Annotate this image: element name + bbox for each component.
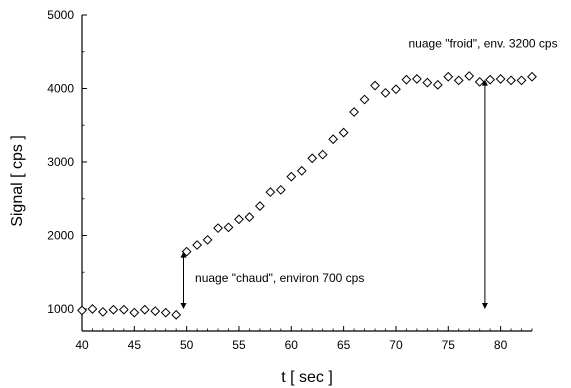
- data-point: [370, 80, 380, 91]
- data-point: [150, 306, 161, 317]
- annotation-arrow-head-down: [180, 302, 187, 309]
- data-point: [474, 76, 485, 87]
- data-point: [223, 222, 234, 233]
- data-point: [286, 171, 297, 182]
- data-point: [422, 77, 433, 88]
- data-point: [380, 87, 391, 98]
- annotation-arrow-head-down: [481, 302, 488, 309]
- annotation-label: nuage "chaud", environ 700 cps: [195, 271, 364, 285]
- x-tick-label: 65: [337, 338, 351, 352]
- data-point: [307, 153, 318, 164]
- data-point: [265, 187, 276, 198]
- data-point: [160, 307, 171, 318]
- data-point: [349, 107, 360, 117]
- data-point: [391, 84, 401, 95]
- data-point: [254, 201, 265, 211]
- y-axis-title: Signal [ cps ]: [9, 135, 26, 227]
- data-point: [359, 94, 370, 105]
- data-point: [453, 75, 464, 86]
- data-point: [213, 223, 223, 234]
- y-tick-label: 3000: [47, 155, 74, 169]
- data-point: [317, 149, 328, 160]
- x-tick-label: 40: [75, 338, 89, 352]
- data-point: [129, 307, 140, 318]
- data-point: [234, 214, 244, 225]
- data-point: [77, 305, 87, 316]
- x-tick-label: 70: [389, 338, 403, 352]
- data-point: [275, 184, 286, 195]
- annotation-arrow-head-up: [180, 251, 187, 258]
- data-point: [108, 304, 119, 315]
- data-point: [118, 304, 129, 315]
- data-point: [485, 74, 496, 85]
- data-point: [443, 71, 454, 82]
- x-tick-label: 45: [128, 338, 142, 352]
- y-tick-label: 1000: [47, 302, 74, 316]
- data-point: [192, 240, 203, 250]
- data-point: [411, 74, 422, 84]
- x-tick-label: 75: [442, 338, 456, 352]
- data-point: [516, 75, 527, 86]
- data-point: [506, 75, 516, 86]
- y-tick-label: 2000: [47, 228, 74, 242]
- data-point: [464, 71, 475, 81]
- x-tick-label: 80: [494, 338, 508, 352]
- x-tick-label: 60: [285, 338, 299, 352]
- annotation-label: nuage "froid", env. 3200 cps: [409, 36, 558, 50]
- data-point: [495, 74, 506, 84]
- data-point: [171, 309, 182, 320]
- data-point: [296, 165, 307, 176]
- data-point: [328, 134, 339, 145]
- y-tick-label: 5000: [47, 8, 74, 22]
- annotation-arrow-head-up: [481, 79, 488, 86]
- data-point: [202, 234, 213, 245]
- x-axis-title: t [ sec ]: [281, 369, 333, 386]
- data-point: [432, 79, 443, 90]
- x-tick-label: 55: [232, 338, 246, 352]
- data-point: [87, 304, 98, 314]
- data-point: [98, 306, 108, 317]
- data-point: [139, 304, 150, 315]
- data-point: [527, 71, 537, 82]
- data-point: [401, 74, 412, 85]
- x-tick-label: 50: [180, 338, 194, 352]
- data-point: [244, 212, 255, 223]
- y-tick-label: 4000: [47, 81, 74, 95]
- data-point: [338, 127, 349, 138]
